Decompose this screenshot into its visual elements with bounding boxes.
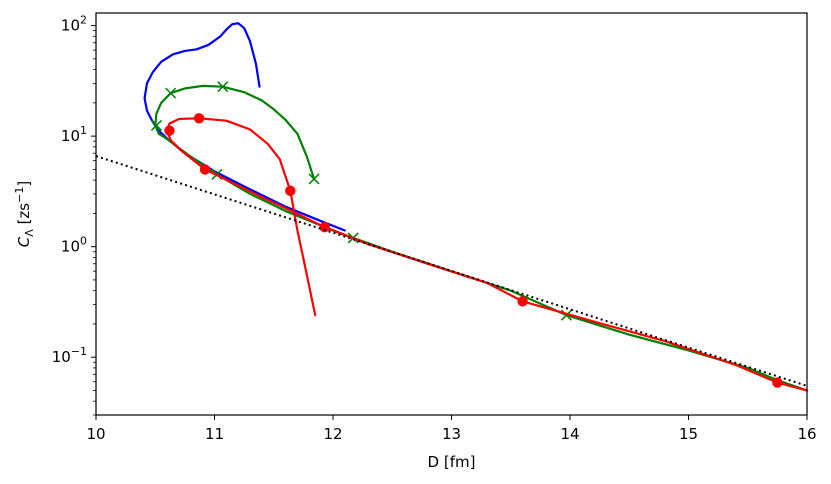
y-tick-label: 10−1 [52,345,87,366]
marker-stroke [308,173,320,185]
x-tick-label: 10 [86,425,105,443]
x-tick-label: 13 [442,425,461,443]
x-tick-label: 16 [797,425,816,443]
marker-stroke [560,309,572,321]
marker-red [517,296,528,307]
y-tick-label: 102 [61,14,87,35]
x-tick-label: 14 [560,425,579,443]
y-axis-label-unit-sup: −1 [13,187,26,203]
marker-red [772,377,783,388]
series-layer [95,22,809,392]
x-axis-label: D [fm] [428,453,476,471]
y-tick-label: 100 [61,235,87,256]
marker-green [165,87,177,99]
marker-stroke [165,87,177,99]
marker-red [319,222,330,233]
marker-red [164,125,175,136]
y-axis-label-unit-close: ] [15,181,33,187]
y-axis-label: CΛ [zs−1] [13,181,36,247]
y-axis-label-sub: Λ [23,229,36,237]
marker-stroke [150,119,162,131]
marker-stroke [217,81,229,93]
marker-green [217,81,229,93]
y-axis-label-main: C [15,236,33,247]
x-tick-label: 12 [323,425,342,443]
marker-red [199,164,211,175]
marker-green [308,173,320,185]
marker-red [285,185,296,197]
marker-green [150,119,162,131]
x-tick-label: 15 [679,425,698,443]
x-tick-label: 11 [205,425,224,443]
series-line-red [166,117,809,392]
ticks-layer: 10 11 12 13 14 15 16 10−1 100 101 102 [52,14,817,443]
y-axis-label-unit-open: [zs [15,203,33,229]
y-tick-label: 101 [61,124,87,145]
marker-red [193,113,205,124]
